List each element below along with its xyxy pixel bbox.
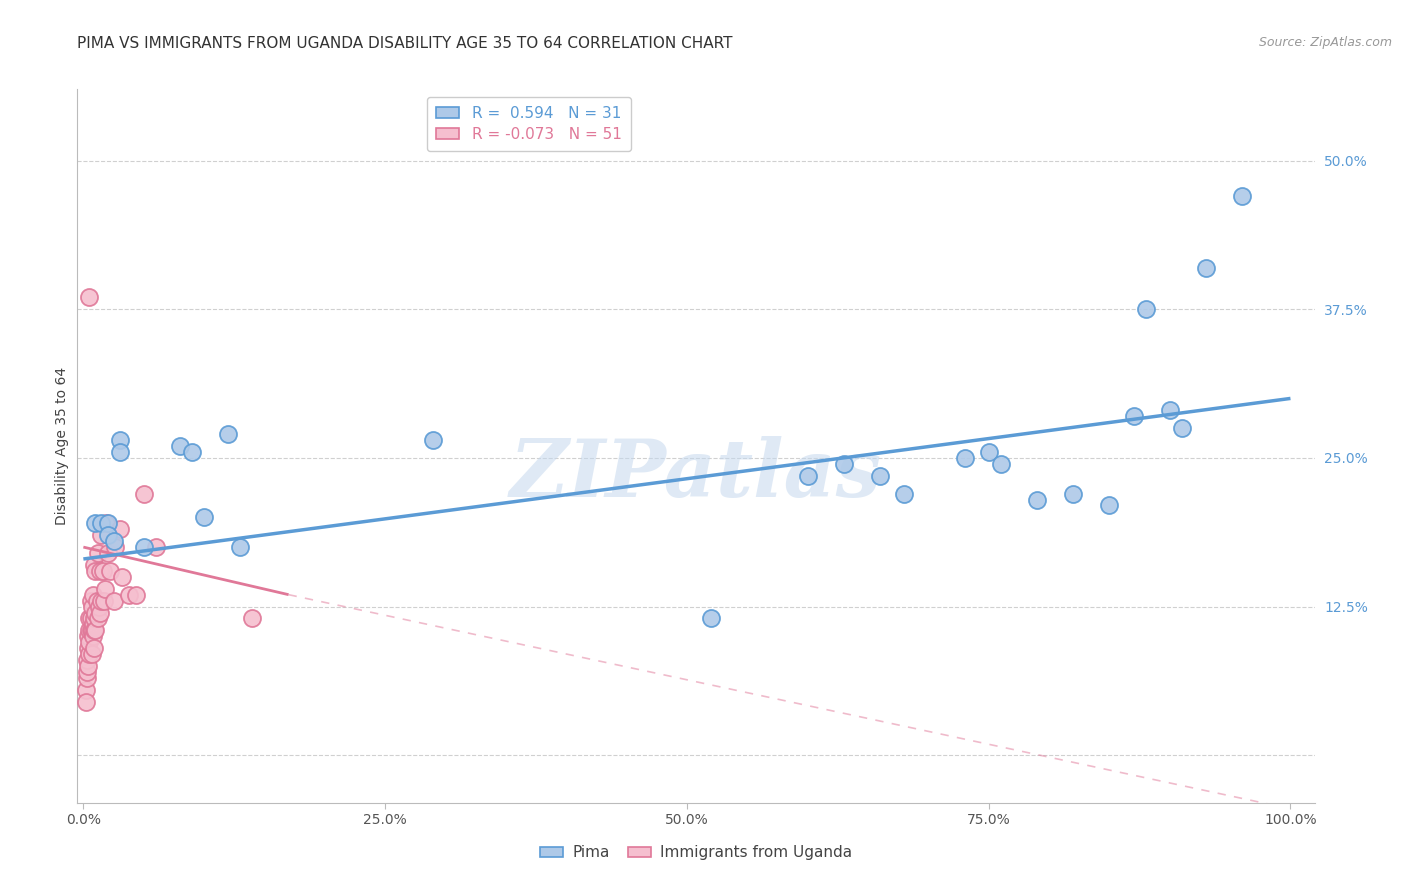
Point [893,486,915,500]
Point [79,611,101,625]
Point [83,624,105,638]
Point [91,564,114,578]
Point [89,606,111,620]
Point [217,427,239,442]
Point [832,457,855,471]
Point [82,629,104,643]
Point [1230,189,1253,203]
Point [1159,403,1181,417]
Point [87,599,110,614]
Point [111,570,134,584]
Point [80,647,103,661]
Point [84,516,107,531]
Point [94,582,117,596]
Point [84,564,107,578]
Point [229,540,252,554]
Point [96,528,118,542]
Point [83,558,105,572]
Point [869,468,891,483]
Point [125,588,148,602]
Point [77,629,100,643]
Point [103,593,125,607]
Point [83,611,105,625]
Text: ZIPatlas: ZIPatlas [510,436,882,513]
Point [1122,409,1144,424]
Point [79,624,101,638]
Point [76,653,98,667]
Point [77,659,100,673]
Point [80,624,103,638]
Point [86,593,108,607]
Point [76,665,98,679]
Point [84,624,107,638]
Point [132,540,155,554]
Point [96,546,118,560]
Point [990,457,1012,471]
Point [90,593,112,607]
Point [240,611,263,625]
Point [79,290,101,304]
Point [90,516,112,531]
Point [79,611,101,625]
Point [82,588,104,602]
Point [96,516,118,531]
Point [118,588,141,602]
Point [76,671,98,685]
Point [79,647,101,661]
Point [169,439,191,453]
Point [145,540,167,554]
Point [79,635,101,649]
Point [132,486,155,500]
Text: Source: ZipAtlas.com: Source: ZipAtlas.com [1258,36,1392,49]
Point [83,641,105,656]
Point [1171,421,1194,435]
Point [89,564,111,578]
Y-axis label: Disability Age 35 to 64: Disability Age 35 to 64 [55,367,69,525]
Point [1062,486,1084,500]
Point [700,611,723,625]
Text: PIMA VS IMMIGRANTS FROM UGANDA DISABILITY AGE 35 TO 64 CORRELATION CHART: PIMA VS IMMIGRANTS FROM UGANDA DISABILIT… [77,36,733,51]
Point [87,611,110,625]
Point [1026,492,1049,507]
Point [75,682,97,697]
Point [108,522,131,536]
Point [108,445,131,459]
Point [1195,260,1218,275]
Point [80,599,103,614]
Point [422,433,444,447]
Point [1135,302,1157,317]
Point [79,624,101,638]
Legend: Pima, Immigrants from Uganda: Pima, Immigrants from Uganda [534,839,858,866]
Point [87,546,110,560]
Point [93,593,115,607]
Point [977,445,1000,459]
Point [953,450,976,465]
Point [796,468,818,483]
Point [103,534,125,549]
Point [181,445,204,459]
Point [1098,499,1121,513]
Point [90,528,112,542]
Point [84,606,107,620]
Point [75,695,97,709]
Point [108,433,131,447]
Point [96,516,118,531]
Point [104,540,127,554]
Point [98,564,121,578]
Point [82,617,104,632]
Point [77,641,100,656]
Point [79,593,101,607]
Point [193,510,215,524]
